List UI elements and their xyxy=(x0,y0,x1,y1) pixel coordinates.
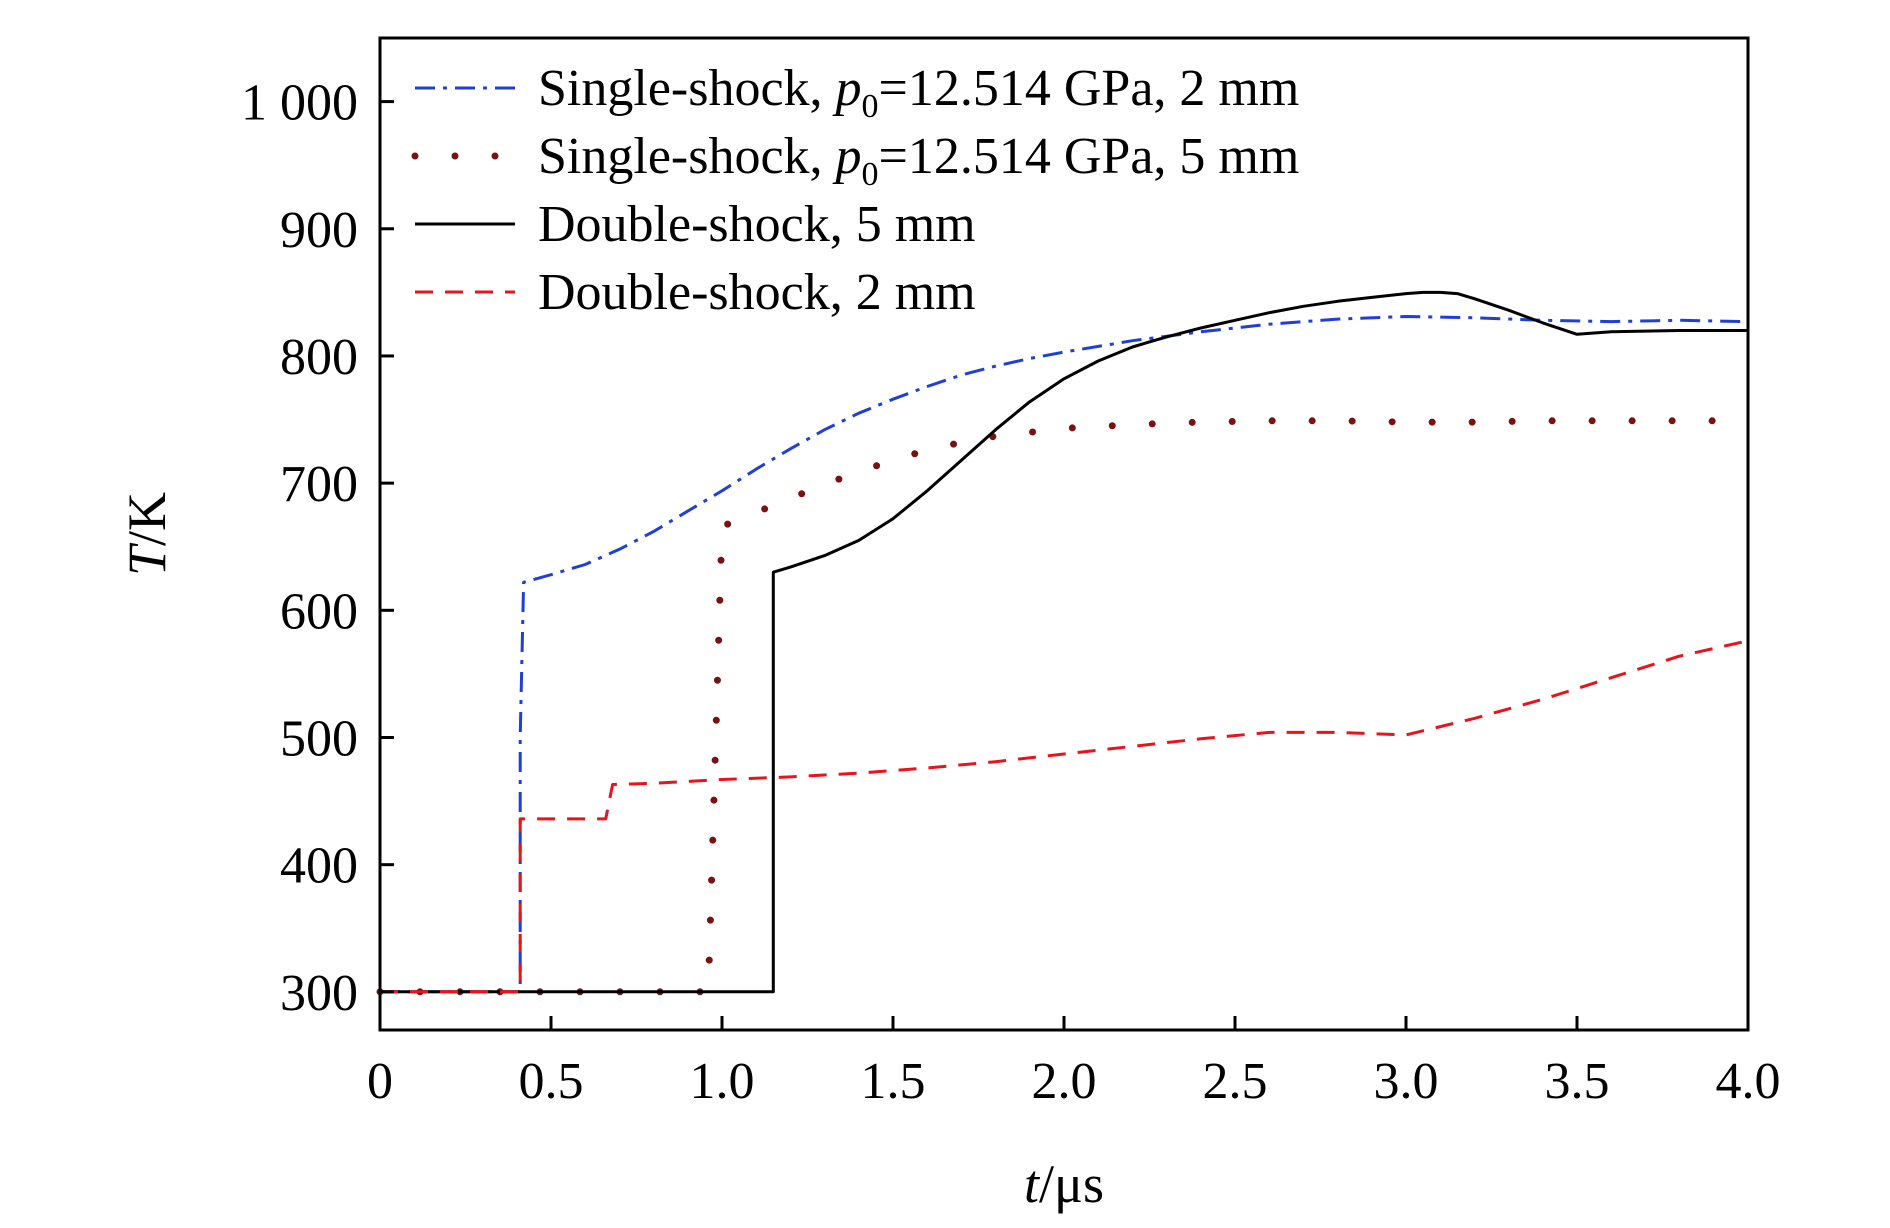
y-tick-label: 600 xyxy=(280,583,358,640)
plot-frame xyxy=(378,36,1750,1032)
plot-area: 0 0.5 1.0 1.5 2.0 2.5 3.0 3.5 4.0 300 400 500 600 700… xyxy=(241,36,1781,1110)
y-tick-label: 400 xyxy=(280,838,358,895)
y-tick-label: 300 xyxy=(280,965,358,1022)
y-tick-label: 1 000 xyxy=(241,75,358,132)
x-tick-label: 1.5 xyxy=(861,1053,926,1110)
y-axis-label: T/K xyxy=(117,492,177,576)
series-line-3 xyxy=(380,290,1748,994)
legend-entry-2: Single-shock, p0=12.514 GPa, 5 mm xyxy=(538,128,1299,193)
y-tick-label: 900 xyxy=(280,202,358,259)
legend: Single-shock, p0=12.514 GPa, 2 mmSingle-… xyxy=(411,60,1299,321)
x-tick-label: 3.0 xyxy=(1374,1053,1439,1110)
y-tick-label: 700 xyxy=(280,456,358,513)
legend-entry-3: Double-shock, 5 mm xyxy=(538,196,976,253)
x-axis-label: t/μs xyxy=(1024,1154,1104,1214)
x-tick-label: 1.0 xyxy=(690,1053,755,1110)
x-tick-label: 2.5 xyxy=(1203,1053,1268,1110)
series-line-2 xyxy=(376,417,1752,996)
y-tick-label: 800 xyxy=(280,329,358,386)
ticks-layer: 0 0.5 1.0 1.5 2.0 2.5 3.0 3.5 4.0 300 400 500 600 700… xyxy=(241,75,1781,1110)
x-tick-label: 0 xyxy=(367,1053,393,1110)
y-tick-label: 500 xyxy=(280,710,358,767)
series-layer xyxy=(376,290,1752,996)
x-tick-label: 4.0 xyxy=(1716,1053,1781,1110)
x-tick-label: 2.0 xyxy=(1032,1053,1097,1110)
legend-entry-4: Double-shock, 2 mm xyxy=(538,264,976,321)
legend-entry-1: Single-shock, p0=12.514 GPa, 2 mm xyxy=(538,60,1299,125)
series-line-1 xyxy=(380,315,1749,994)
series-line-4 xyxy=(380,639,1749,994)
x-tick-label: 3.5 xyxy=(1545,1053,1610,1110)
x-tick-label: 0.5 xyxy=(519,1053,584,1110)
